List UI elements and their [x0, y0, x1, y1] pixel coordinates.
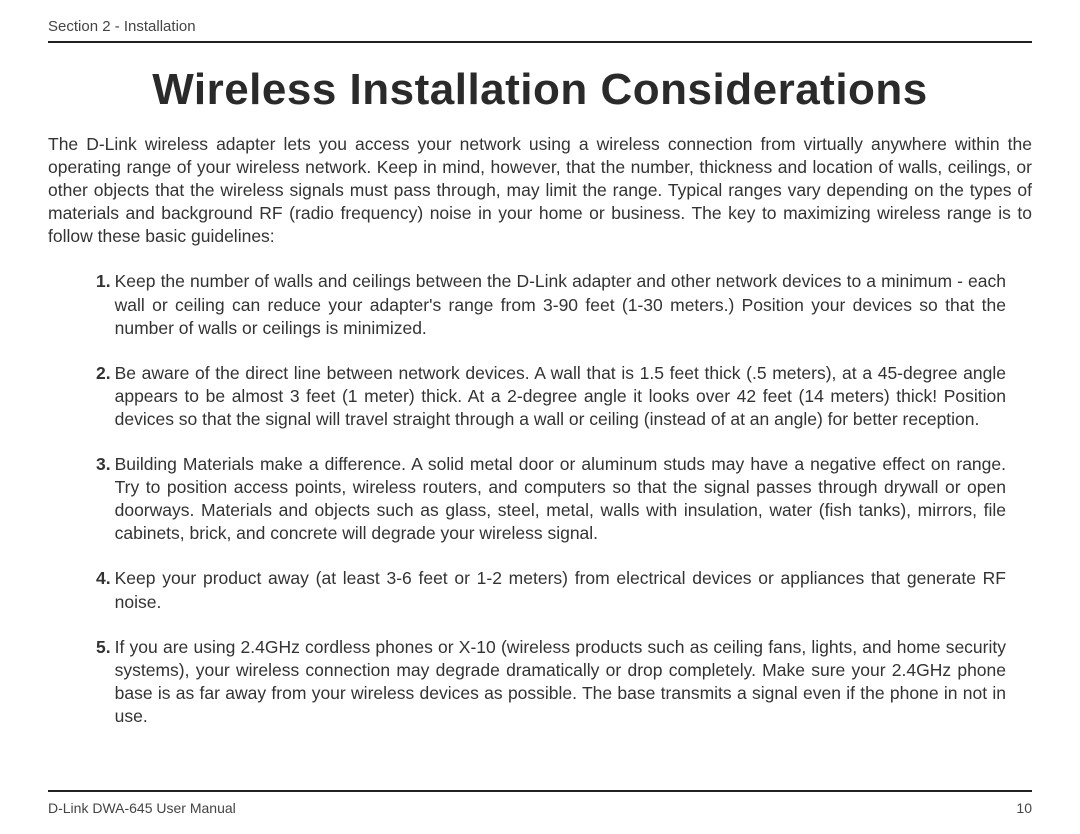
- intro-paragraph: The D-Link wireless adapter lets you acc…: [48, 133, 1032, 248]
- list-item: 4. Keep your product away (at least 3-6 …: [96, 567, 1006, 613]
- list-text: Keep the number of walls and ceilings be…: [115, 270, 1006, 339]
- guidelines-list: 1. Keep the number of walls and ceilings…: [48, 270, 1032, 728]
- list-text: Building Materials make a difference. A …: [115, 453, 1006, 545]
- list-number: 1.: [96, 270, 111, 339]
- list-number: 2.: [96, 362, 111, 431]
- section-header: Section 2 - Installation: [48, 18, 1032, 43]
- footer-left: D-Link DWA-645 User Manual: [48, 800, 236, 816]
- list-number: 4.: [96, 567, 111, 613]
- list-item: 1. Keep the number of walls and ceilings…: [96, 270, 1006, 339]
- page-footer: D-Link DWA-645 User Manual 10: [48, 790, 1032, 816]
- list-number: 3.: [96, 453, 111, 545]
- list-number: 5.: [96, 636, 111, 728]
- list-item: 3. Building Materials make a difference.…: [96, 453, 1006, 545]
- list-text: If you are using 2.4GHz cordless phones …: [115, 636, 1006, 728]
- page: Section 2 - Installation Wireless Instal…: [0, 0, 1080, 834]
- list-item: 2. Be aware of the direct line between n…: [96, 362, 1006, 431]
- list-text: Be aware of the direct line between netw…: [115, 362, 1006, 431]
- list-text: Keep your product away (at least 3-6 fee…: [115, 567, 1006, 613]
- footer-page-number: 10: [1016, 800, 1032, 816]
- list-item: 5. If you are using 2.4GHz cordless phon…: [96, 636, 1006, 728]
- page-title: Wireless Installation Considerations: [48, 65, 1032, 115]
